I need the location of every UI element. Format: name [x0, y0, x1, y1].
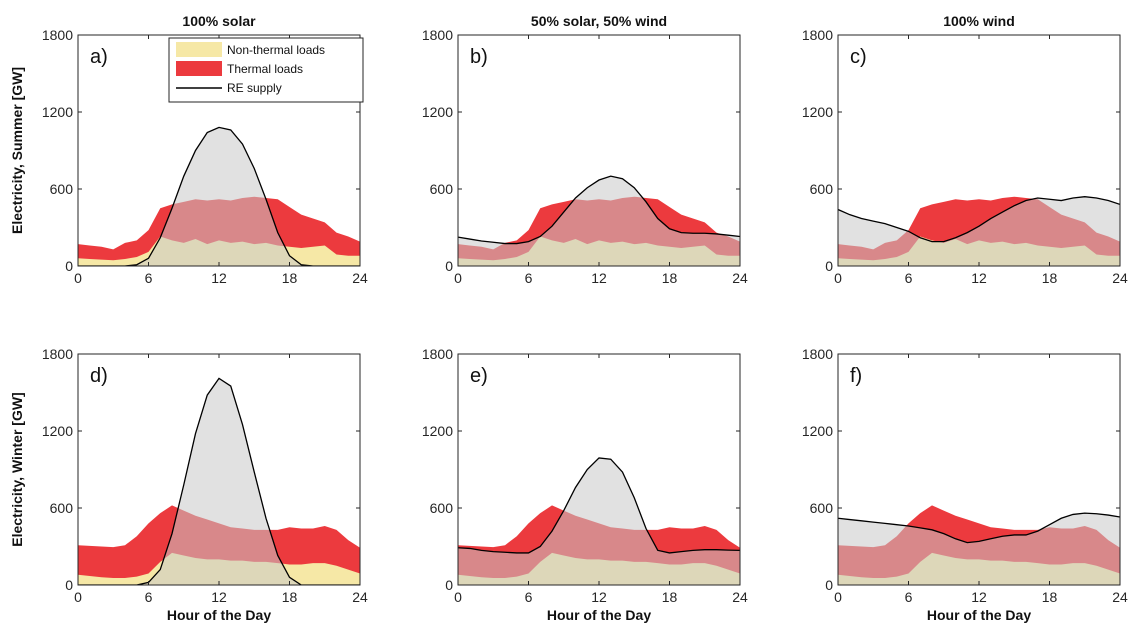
- re-supply-fill: [78, 378, 360, 585]
- y-tick-label: 1200: [802, 104, 833, 120]
- panel-a: 0 6 12 18 24 0 600 1200 1800 a) 100% solar Electric…: [9, 13, 368, 286]
- x-tick-label: 0: [454, 589, 462, 605]
- re-supply-line: [458, 175, 740, 245]
- y-axis-label: Electricity, Summer [GW]: [9, 67, 25, 234]
- y-tick-label: 0: [65, 258, 73, 274]
- x-tick-label: 12: [591, 589, 607, 605]
- y-tick-label: 1800: [42, 27, 73, 43]
- x-tick-label: 24: [732, 270, 748, 286]
- x-tick-label: 0: [74, 589, 82, 605]
- y-tick-label: 600: [810, 500, 834, 516]
- panel-title: 100% wind: [943, 13, 1015, 29]
- x-tick-label: 0: [454, 270, 462, 286]
- x-tick-label: 0: [74, 270, 82, 286]
- panel-label: b): [470, 46, 488, 68]
- panel-label: a): [90, 46, 108, 68]
- x-tick-label: 12: [971, 589, 987, 605]
- re-supply-line: [838, 196, 1120, 243]
- y-tick-label: 1200: [802, 423, 833, 439]
- x-tick-label: 18: [662, 589, 678, 605]
- x-tick-label: 12: [971, 270, 987, 286]
- legend-swatch-thermal: [176, 61, 222, 76]
- x-tick-label: 18: [282, 589, 298, 605]
- y-tick-label: 0: [825, 577, 833, 593]
- x-tick-label: 12: [211, 589, 227, 605]
- panel-title: 50% solar, 50% wind: [531, 13, 667, 29]
- y-tick-label: 0: [65, 577, 73, 593]
- x-tick-label: 18: [282, 270, 298, 286]
- x-tick-label: 6: [525, 270, 533, 286]
- legend-entry: Thermal loads: [227, 62, 303, 76]
- x-tick-label: 18: [1042, 270, 1058, 286]
- y-axis-label: Electricity, Winter [GW]: [9, 392, 25, 546]
- x-tick-label: 24: [1112, 270, 1128, 286]
- x-axis-label: Hour of the Day: [927, 607, 1031, 623]
- y-tick-label: 1800: [802, 346, 833, 362]
- re-supply-fill: [458, 176, 740, 266]
- x-tick-label: 6: [145, 270, 153, 286]
- y-tick-label: 1800: [422, 346, 453, 362]
- re-supply-fill: [78, 127, 360, 266]
- y-tick-label: 600: [430, 181, 454, 197]
- panel-label: e): [470, 365, 488, 387]
- y-tick-label: 1800: [42, 346, 73, 362]
- x-tick-label: 24: [352, 589, 368, 605]
- legend: Non-thermal loads Thermal loads RE supply: [168, 37, 364, 103]
- y-tick-label: 1200: [422, 104, 453, 120]
- y-tick-label: 600: [430, 500, 454, 516]
- x-tick-label: 12: [211, 270, 227, 286]
- y-tick-label: 600: [50, 181, 74, 197]
- panel-label: d): [90, 365, 108, 387]
- panel-c: 0 6 12 18 24 0 600 1200 1800 c) 100% wind: [802, 13, 1128, 286]
- legend-swatch-non-thermal: [176, 42, 222, 57]
- x-tick-label: 18: [1042, 589, 1058, 605]
- x-tick-label: 6: [905, 589, 913, 605]
- panel-d: 0 6 12 18 24 0 600 1200 1800 d) Hour of the Day Ele…: [9, 346, 368, 623]
- x-axis-label: Hour of the Day: [547, 607, 651, 623]
- re-supply-fill: [838, 513, 1120, 585]
- x-tick-label: 24: [352, 270, 368, 286]
- re-supply-line: [838, 512, 1120, 544]
- x-tick-label: 24: [732, 589, 748, 605]
- re-supply-line: [458, 457, 740, 554]
- panel-b: 0 6 12 18 24 0 600 1200 1800 b) 50% solar, 50% win…: [422, 13, 748, 286]
- x-tick-label: 0: [834, 589, 842, 605]
- x-tick-label: 12: [591, 270, 607, 286]
- panel-f: 0 6 12 18 24 0 600 1200 1800 f) Hour of the Day: [802, 346, 1128, 623]
- y-tick-label: 600: [50, 500, 74, 516]
- y-tick-label: 0: [445, 577, 453, 593]
- panel-label: f): [850, 365, 862, 387]
- panel-e: 0 6 12 18 24 0 600 1200 1800 e) Hour of the Day: [422, 346, 748, 623]
- legend-entry: Non-thermal loads: [227, 43, 325, 57]
- re-supply-line: [78, 126, 360, 266]
- panel-title: 100% solar: [182, 13, 256, 29]
- x-tick-label: 24: [1112, 589, 1128, 605]
- x-tick-label: 6: [525, 589, 533, 605]
- x-tick-label: 6: [905, 270, 913, 286]
- x-tick-label: 0: [834, 270, 842, 286]
- y-tick-label: 1800: [802, 27, 833, 43]
- panel-label: c): [850, 46, 867, 68]
- re-supply-fill: [458, 457, 740, 585]
- x-tick-label: 6: [145, 589, 153, 605]
- x-axis-label: Hour of the Day: [167, 607, 271, 623]
- y-tick-label: 1200: [42, 104, 73, 120]
- re-supply-line: [78, 377, 360, 585]
- x-tick-label: 18: [662, 270, 678, 286]
- y-tick-label: 1800: [422, 27, 453, 43]
- y-tick-label: 600: [810, 181, 834, 197]
- legend-entry: RE supply: [227, 81, 282, 95]
- y-tick-label: 1200: [422, 423, 453, 439]
- y-tick-label: 1200: [42, 423, 73, 439]
- re-supply-fill: [838, 196, 1120, 266]
- y-tick-label: 0: [445, 258, 453, 274]
- y-tick-label: 0: [825, 258, 833, 274]
